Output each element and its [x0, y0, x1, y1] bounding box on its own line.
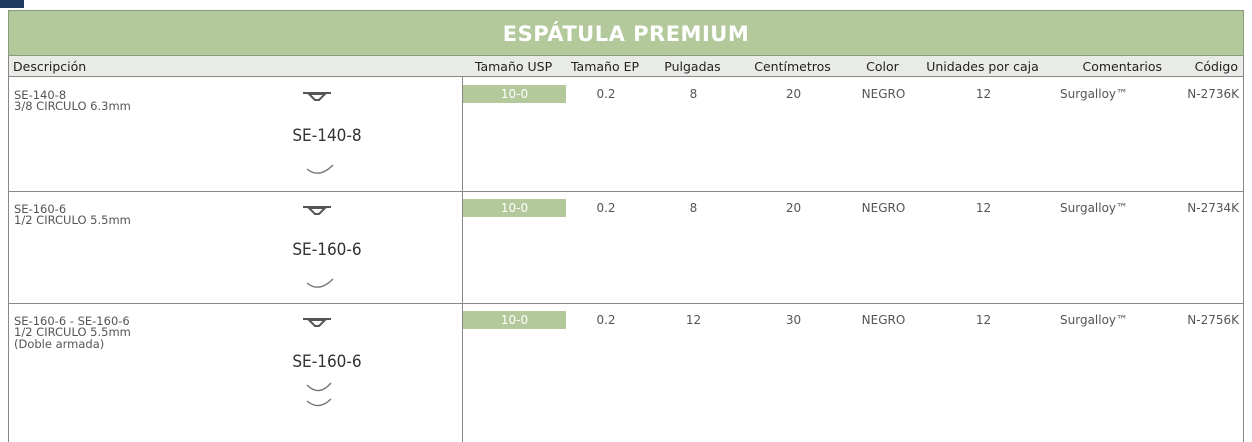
- cell: 8: [689, 201, 698, 215]
- column-header: Descripción: [13, 59, 87, 74]
- column-header: Pulgadas: [664, 59, 721, 74]
- cell: 10-0: [463, 199, 566, 217]
- cell: 12: [975, 313, 992, 327]
- cell: 10-0: [463, 311, 566, 329]
- needle-image: SE-160-6: [292, 318, 362, 407]
- needle-image: SE-160-6: [292, 206, 362, 288]
- column-header: Unidades por caja: [926, 59, 1039, 74]
- column-header: Centímetros: [754, 59, 831, 74]
- description: SE-160-6: [14, 202, 67, 216]
- cell: Surgalloy™: [1060, 87, 1129, 101]
- description: SE-140-8: [14, 88, 67, 102]
- column-header: Comentarios: [1082, 59, 1163, 74]
- cell: N-2756K: [1187, 313, 1239, 327]
- description: (Doble armada): [14, 337, 105, 351]
- cell: 10-0: [463, 85, 566, 103]
- column-header: Tamaño USP: [474, 59, 553, 74]
- header-row: [8, 56, 1244, 77]
- cell: Surgalloy™: [1060, 201, 1129, 215]
- column-header: Tamaño EP: [570, 59, 640, 74]
- corner-mark: [0, 0, 24, 8]
- cell: 0.2: [596, 313, 616, 327]
- column-header: Código: [1194, 59, 1238, 74]
- row-divider: [9, 191, 1243, 192]
- cell: N-2734K: [1187, 201, 1239, 215]
- needle-image: SE-140-8: [292, 92, 362, 174]
- cell: 0.2: [596, 87, 616, 101]
- cell: 0.2: [596, 201, 616, 215]
- cell: NEGRO: [861, 201, 906, 215]
- cell: 12: [975, 87, 992, 101]
- table: SE-140-8 3/8 CIRCULO 6.3mm SE-140-8 10-0 0.2…: [8, 77, 1244, 442]
- cell: N-2736K: [1187, 87, 1239, 101]
- needle-label: SE-160-6: [292, 352, 361, 372]
- cell: 30: [785, 313, 802, 327]
- cell: 12: [685, 313, 702, 327]
- title: ESPÁTULA PREMIUM: [502, 22, 750, 46]
- title-bar: ESPÁTULA PREMIUM: [8, 10, 1244, 56]
- row-divider: [9, 303, 1243, 304]
- column-header: Color: [866, 59, 899, 74]
- needle-label: SE-160-6: [292, 240, 361, 260]
- cell: NEGRO: [861, 313, 906, 327]
- cell: 20: [785, 201, 802, 215]
- cell: 20: [785, 87, 802, 101]
- description: 1/2 CIRCULO 5.5mm: [14, 325, 131, 339]
- cell: Surgalloy™: [1060, 313, 1129, 327]
- description: 1/2 CIRCULO 5.5mm: [14, 213, 131, 227]
- description: SE-160-6 - SE-160-6: [14, 314, 130, 328]
- description: 3/8 CIRCULO 6.3mm: [14, 99, 131, 113]
- needle-label: SE-140-8: [292, 126, 361, 146]
- cell: 12: [975, 201, 992, 215]
- cell: NEGRO: [861, 87, 906, 101]
- cell: 8: [689, 87, 698, 101]
- column-divider: [462, 77, 463, 442]
